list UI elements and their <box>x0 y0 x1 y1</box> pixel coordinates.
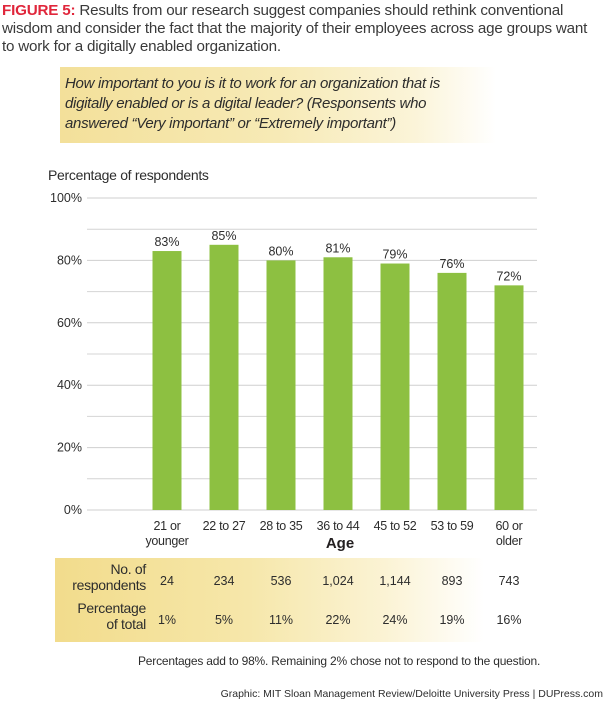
x-tick-label-line: younger <box>145 534 189 548</box>
bar <box>323 257 353 510</box>
question-text: How important to you is it to work for a… <box>65 75 440 132</box>
table-cell: 1% <box>157 613 177 627</box>
x-tick-label: 53 to 59 <box>422 519 482 534</box>
x-tick-label: 60 or older <box>479 519 539 549</box>
bar <box>494 285 524 510</box>
table-row-label: Percentage of total <box>60 600 146 632</box>
y-tick-label: 20% <box>57 441 82 455</box>
y-axis-label: Percentage of respondents <box>48 167 209 183</box>
x-tick-label: 22 to 27 <box>194 519 254 534</box>
table-row-label: No. of respondents <box>60 561 146 593</box>
x-tick-label-line: 28 to 35 <box>259 519 303 533</box>
bar-data-label: 83% <box>154 235 179 249</box>
table-cell: 16% <box>496 613 522 627</box>
footnote: Percentages add to 98%. Remaining 2% cho… <box>138 654 541 668</box>
bar <box>152 251 182 511</box>
x-tick-label: 36 to 44 <box>308 519 368 534</box>
table-cell: 24% <box>382 613 408 627</box>
bar-data-label: 85% <box>211 229 236 243</box>
x-tick-label-line: 53 to 59 <box>430 519 474 533</box>
table-cell: 536 <box>270 574 292 588</box>
x-tick-label-line: 22 to 27 <box>202 519 246 533</box>
x-tick-label-line: 60 or <box>495 519 523 533</box>
table-cell: 5% <box>214 613 234 627</box>
y-tick-label: 60% <box>57 316 82 330</box>
figure-label: FIGURE 5: <box>2 2 76 19</box>
caption-text: Results from our research suggest compan… <box>2 2 588 55</box>
bar <box>380 263 410 510</box>
table-cell: 24 <box>160 574 174 588</box>
x-tick-label: 21 or younger <box>137 519 197 549</box>
table-cell: 11% <box>268 613 294 627</box>
bar-data-label: 79% <box>382 248 407 262</box>
bar-data-label: 81% <box>325 241 350 255</box>
table-cell: 1,024 <box>322 574 354 588</box>
table-cell: 893 <box>441 574 463 588</box>
x-axis-label: Age <box>325 535 355 552</box>
bar <box>266 260 296 510</box>
y-tick-label: 80% <box>57 253 82 267</box>
table-cell: 743 <box>498 574 520 588</box>
source-credit: Graphic: MIT Sloan Management Review/Del… <box>220 688 603 700</box>
x-tick-label-line: older <box>495 534 523 548</box>
table-cell: 234 <box>213 574 235 588</box>
table-row-label-line: Percentage <box>77 600 146 616</box>
question-box: How important to you is it to work for a… <box>60 67 605 143</box>
bar-data-label: 72% <box>496 269 521 283</box>
table-cell: 19% <box>439 613 465 627</box>
y-tick-label: 0% <box>64 503 82 517</box>
figure-caption: FIGURE 5: Results from our research sugg… <box>2 2 602 56</box>
x-tick-label-line: 36 to 44 <box>316 519 360 533</box>
y-tick-label: 40% <box>57 378 82 392</box>
bar <box>437 272 467 510</box>
respondents-table <box>55 558 605 642</box>
bar <box>209 244 239 511</box>
bar-data-label: 80% <box>268 244 293 258</box>
x-tick-label-line: 45 to 52 <box>373 519 417 533</box>
table-cell: 1,144 <box>379 574 411 588</box>
x-tick-label: 28 to 35 <box>251 519 311 534</box>
x-tick-label: 45 to 52 <box>365 519 425 534</box>
bar-data-label: 76% <box>439 257 464 271</box>
table-row-label-line: respondents <box>72 577 146 593</box>
table-row-label-line: No. of <box>110 561 146 577</box>
y-tick-label: 100% <box>50 191 82 205</box>
x-tick-label-line: 21 or <box>153 519 181 533</box>
table-row-label-line: of total <box>106 616 146 632</box>
table-cell: 22% <box>325 613 351 627</box>
